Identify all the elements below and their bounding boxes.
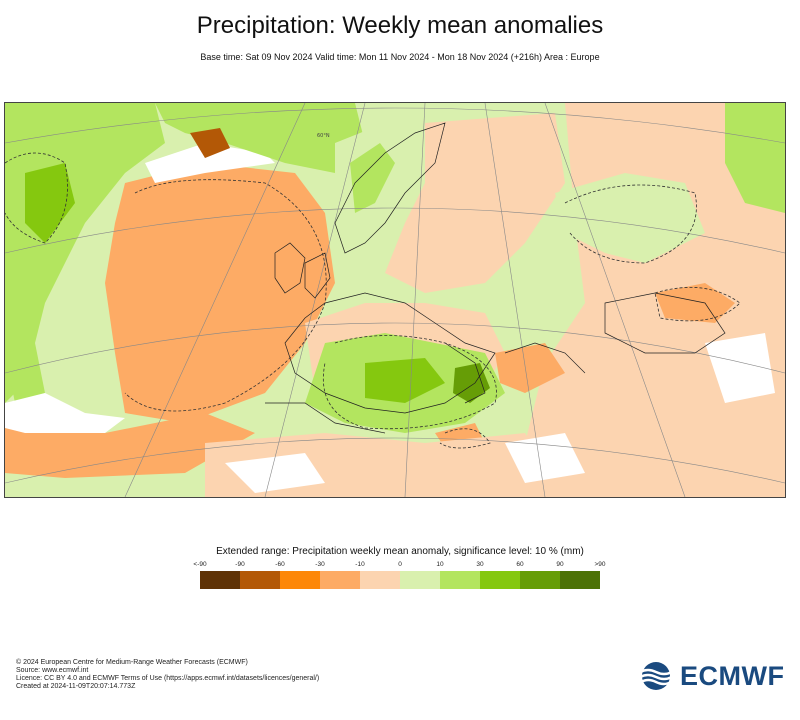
- ecmwf-logo-text: ECMWF: [680, 660, 785, 691]
- legend-tick: -10: [355, 561, 365, 568]
- footer-copyright: © 2024 European Centre for Medium-Range …: [16, 659, 248, 666]
- ecmwf-logo: ECMWF: [636, 661, 788, 691]
- legend-swatch: [440, 571, 480, 589]
- legend-swatch: [200, 571, 240, 589]
- footer-licence: Licence: CC BY 4.0 and ECMWF Terms of Us…: [16, 675, 320, 682]
- legend-colorbar: [200, 571, 600, 589]
- graticule: [5, 103, 785, 497]
- legend-tick: -30: [315, 561, 325, 568]
- legend-swatch: [480, 571, 520, 589]
- graticule-label: 60°N: [317, 133, 330, 139]
- anomaly-region-atlantic-wetter: [25, 163, 75, 243]
- anomaly-spot-wettest: [453, 363, 490, 403]
- footer-credits: © 2024 European Centre for Medium-Range …: [16, 659, 319, 691]
- legend-tick: >90: [594, 561, 606, 568]
- legend-tick: 10: [436, 561, 444, 568]
- legend-tick: -60: [275, 561, 285, 568]
- anomaly-spot-dark: [190, 128, 230, 158]
- legend-tick: -90: [235, 561, 245, 568]
- chart-subtitle: Base time: Sat 09 Nov 2024 Valid time: M…: [200, 52, 600, 62]
- footer-source: Source: www.ecmwf.int: [16, 667, 89, 674]
- anomaly-region-atlantic-dry: [105, 163, 335, 423]
- significance-contours: [5, 152, 741, 449]
- anomaly-region-central-europe: [385, 113, 565, 293]
- legend-swatch: [280, 571, 320, 589]
- legend-ticks: <-90 -90 -60 -30 -10 0 10 30 60 90 >90: [193, 561, 605, 571]
- legend-tick: 60: [516, 561, 524, 568]
- footer-created: Created at 2024-11-09T20:07:14.773Z: [16, 683, 136, 690]
- legend-tick: <-90: [193, 561, 207, 568]
- legend-title: Extended range: Precipitation weekly mea…: [216, 546, 584, 557]
- precipitation-anomaly-map: 60°N: [4, 102, 786, 498]
- legend-tick: 30: [476, 561, 484, 568]
- legend-tick: 0: [398, 561, 402, 568]
- chart-title: Precipitation: Weekly mean anomalies: [196, 12, 604, 39]
- legend-swatch: [360, 571, 400, 589]
- legend-swatch: [560, 571, 600, 589]
- legend-swatch: [320, 571, 360, 589]
- legend-tick: 90: [556, 561, 564, 568]
- legend-swatch: [520, 571, 560, 589]
- coastlines: [265, 122, 726, 434]
- legend-swatch: [240, 571, 280, 589]
- ecmwf-logo-icon: [639, 662, 673, 690]
- legend-swatch: [400, 571, 440, 589]
